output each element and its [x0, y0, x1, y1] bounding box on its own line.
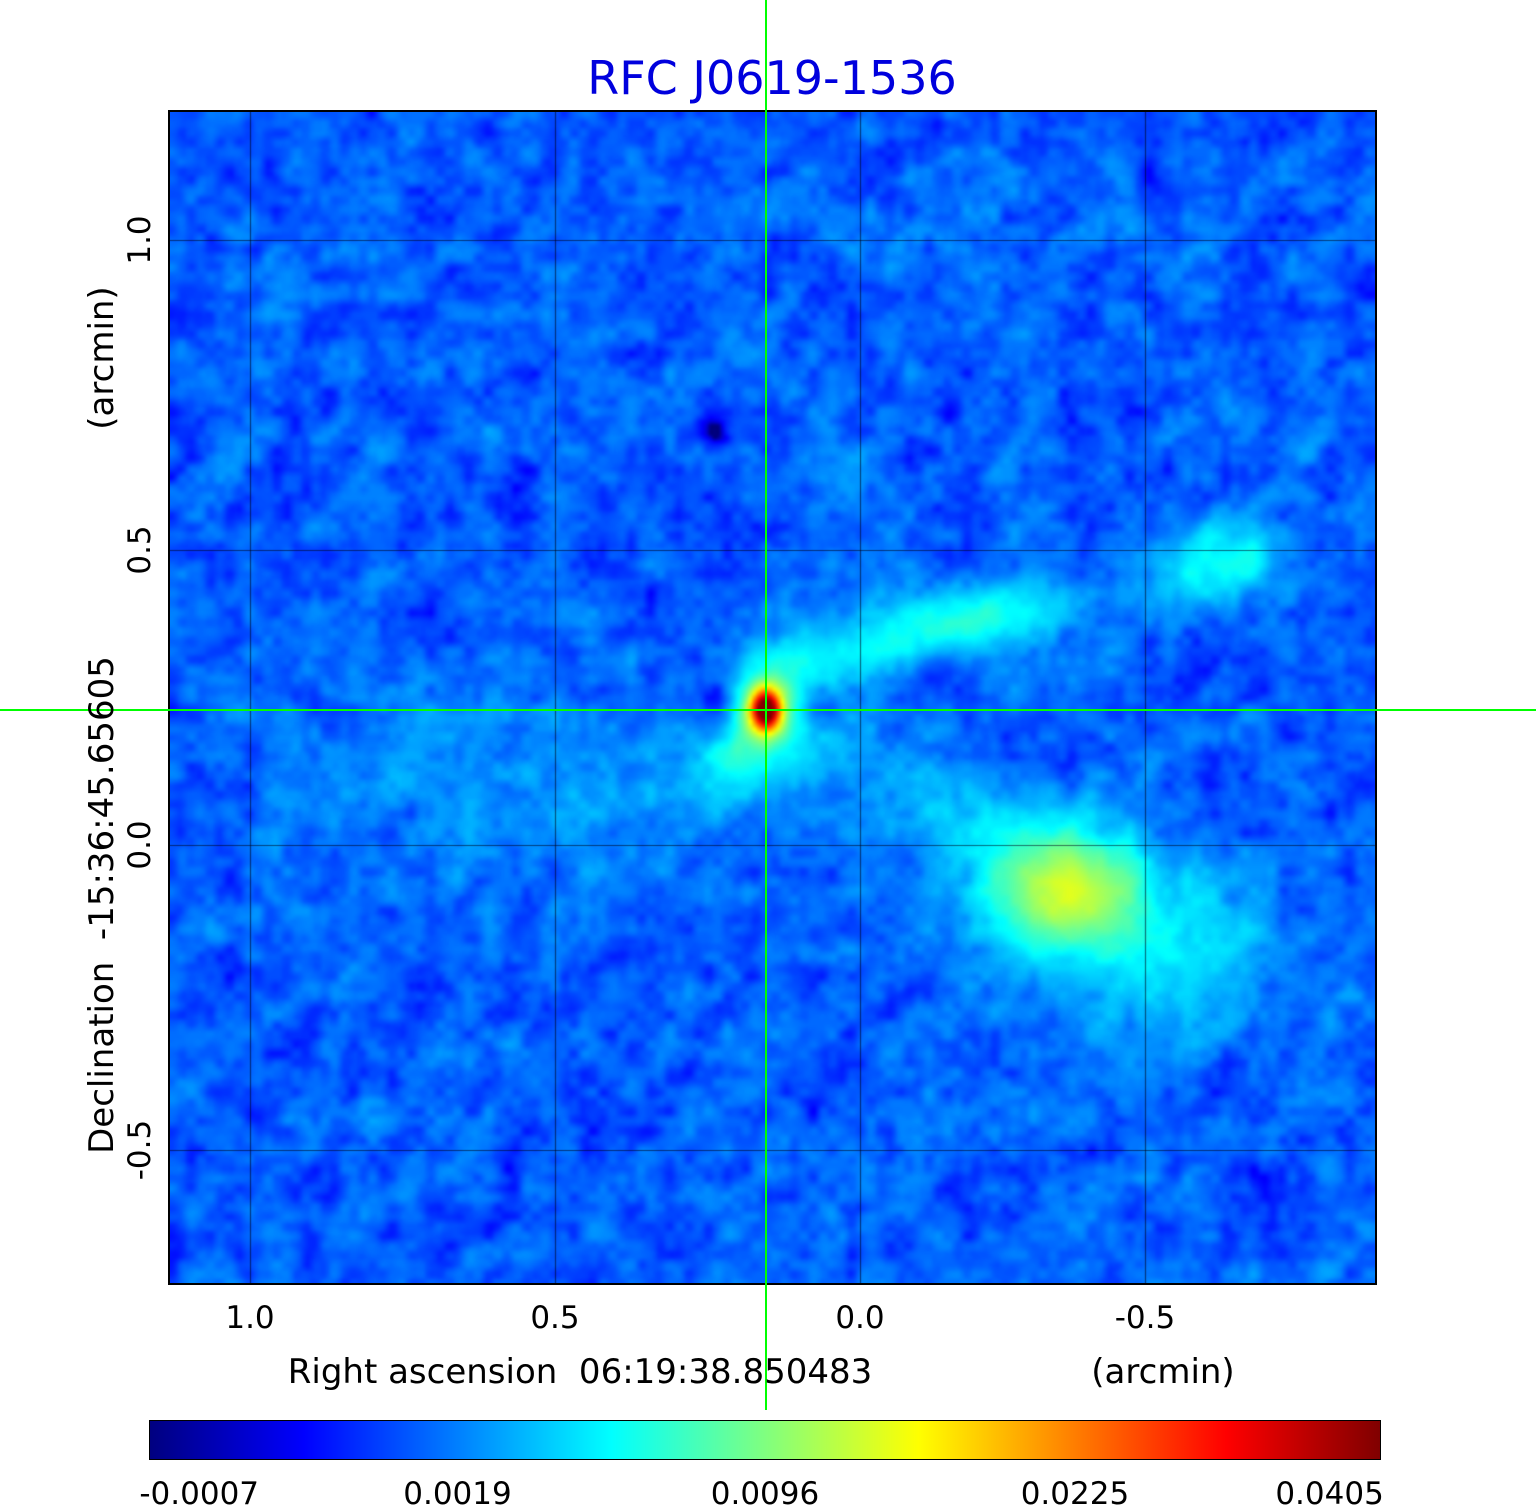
- x-tick-label: 0.5: [530, 1300, 580, 1336]
- figure-title: RFC J0619-1536: [587, 51, 957, 105]
- colorbar-tick-label: 0.0225: [1020, 1476, 1130, 1512]
- radio-map-canvas: [170, 112, 1375, 1283]
- crosshair-horizontal-line: [0, 708, 1536, 711]
- y-tick-label: -0.5: [122, 1119, 158, 1181]
- colorbar-tick-label: 0.0405: [1275, 1476, 1384, 1512]
- colorbar: [149, 1420, 1381, 1460]
- x-tick-label: 0.0: [835, 1300, 885, 1336]
- colorbar-tick-label: 0.0096: [710, 1476, 820, 1512]
- colorbar-tick-label: -0.0007: [139, 1476, 260, 1512]
- x-axis-title: Right ascension 06:19:38.850483: [287, 1352, 873, 1392]
- crosshair-vertical-line: [764, 0, 767, 1410]
- y-axis-unit: (arcmin): [82, 286, 122, 430]
- x-axis-unit: (arcmin): [1091, 1352, 1235, 1392]
- colorbar-gradient: [150, 1421, 1380, 1459]
- y-tick-label: 0.5: [122, 525, 158, 575]
- x-tick-label: 1.0: [225, 1300, 275, 1336]
- y-axis-title: Declination -15:36:45.65605: [82, 656, 122, 1154]
- x-tick-label: -0.5: [1114, 1300, 1176, 1336]
- y-tick-label: 1.0: [122, 215, 158, 265]
- colorbar-tick-label: 0.0019: [403, 1476, 512, 1512]
- y-tick-label: 0.0: [122, 820, 158, 870]
